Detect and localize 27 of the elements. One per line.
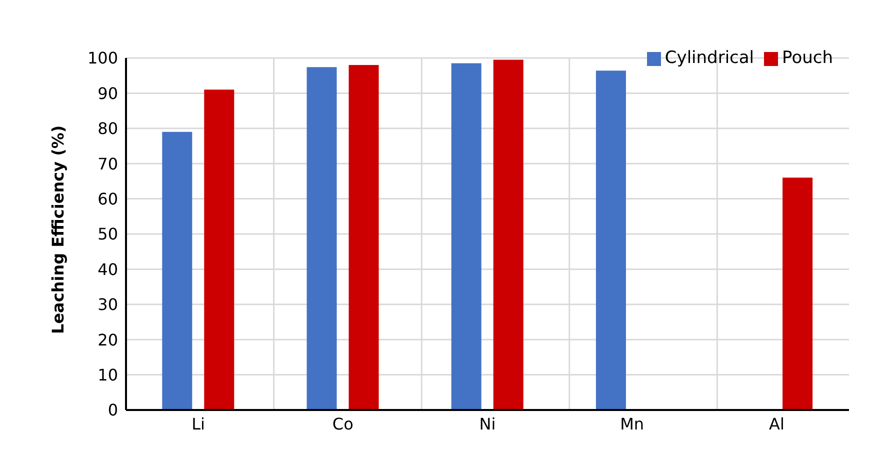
x-tick-label: Ni	[479, 414, 496, 434]
bar	[306, 67, 337, 410]
y-tick-label: 60	[98, 189, 118, 208]
x-tick-label: Al	[769, 414, 784, 434]
y-tick-label: 50	[98, 224, 118, 244]
bar	[493, 60, 524, 410]
legend-label: Pouch	[782, 48, 833, 68]
y-tick-label: 70	[98, 154, 118, 174]
bar	[162, 132, 192, 410]
y-axis-title: Leaching Efficiency (%)	[48, 125, 68, 334]
y-tick-label: 10	[98, 365, 118, 384]
y-tick-label: 20	[98, 330, 118, 350]
y-tick-label: 90	[98, 84, 118, 103]
y-tick-label: 30	[98, 295, 118, 314]
bar	[596, 70, 626, 410]
bar	[451, 63, 482, 410]
bar	[348, 65, 379, 410]
bar	[782, 178, 813, 410]
bar	[204, 90, 234, 410]
x-tick-label: Li	[192, 414, 205, 434]
x-tick-label: Co	[332, 414, 354, 434]
x-tick-label: Mn	[620, 414, 644, 434]
y-tick-label: 0	[108, 400, 118, 420]
legend-label: Cylindrical	[664, 48, 754, 68]
y-tick-label: 80	[98, 119, 118, 138]
y-tick-label: 40	[98, 260, 118, 279]
y-tick-label: 100	[87, 48, 118, 68]
